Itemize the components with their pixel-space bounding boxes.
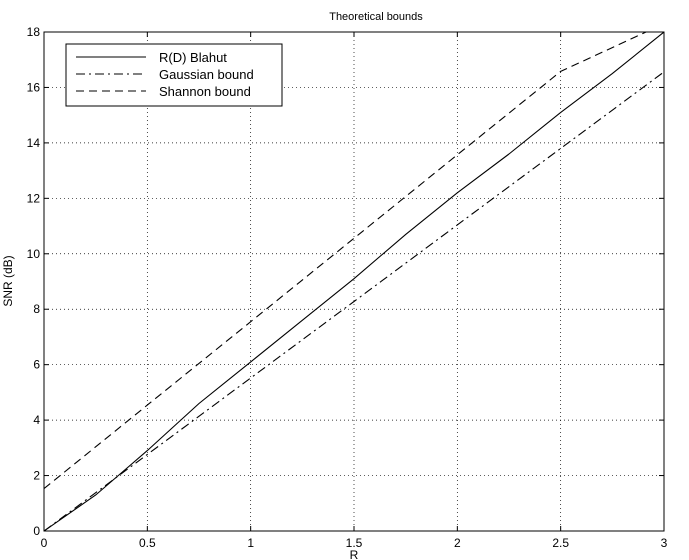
y-tick-label: 8 [33,302,40,316]
y-axis-label: SNR (dB) [1,255,15,306]
series-line-1 [44,71,664,531]
y-tick-label: 2 [33,469,40,483]
series-line-0 [44,32,664,531]
y-tick-label: 14 [27,136,41,150]
chart-title: Theoretical bounds [329,11,423,23]
y-tick-label: 12 [27,191,41,205]
x-axis-label: R [350,548,359,560]
x-tick-label: 0 [41,536,48,550]
legend: R(D) Blahut Gaussian bound Shannon bound [65,43,283,107]
y-tick-label: 4 [33,413,40,427]
legend-label-2: Shannon bound [159,84,251,99]
y-tick-label: 16 [27,80,41,94]
legend-label-1: Gaussian bound [159,67,254,82]
legend-box [65,43,283,107]
legend-label-0: R(D) Blahut [159,50,227,65]
x-tick-label: 1.5 [346,536,363,550]
grid [44,32,664,531]
x-tick-label: 3 [661,536,668,550]
y-tick-label: 6 [33,358,40,372]
series-line-2 [44,32,648,490]
x-tick-label: 0.5 [139,536,156,550]
y-tick-label: 0 [33,524,40,538]
x-tick-label: 2.5 [552,536,569,550]
ticks: 0 0.5 1 1.5 2 2.5 3 0 2 4 6 8 10 12 14 16 18 [27,25,668,550]
x-tick-label: 1 [247,536,254,550]
x-tick-label: 2 [454,536,461,550]
y-tick-label: 10 [27,247,41,261]
series-layer [44,32,664,531]
y-tick-label: 18 [27,25,41,39]
